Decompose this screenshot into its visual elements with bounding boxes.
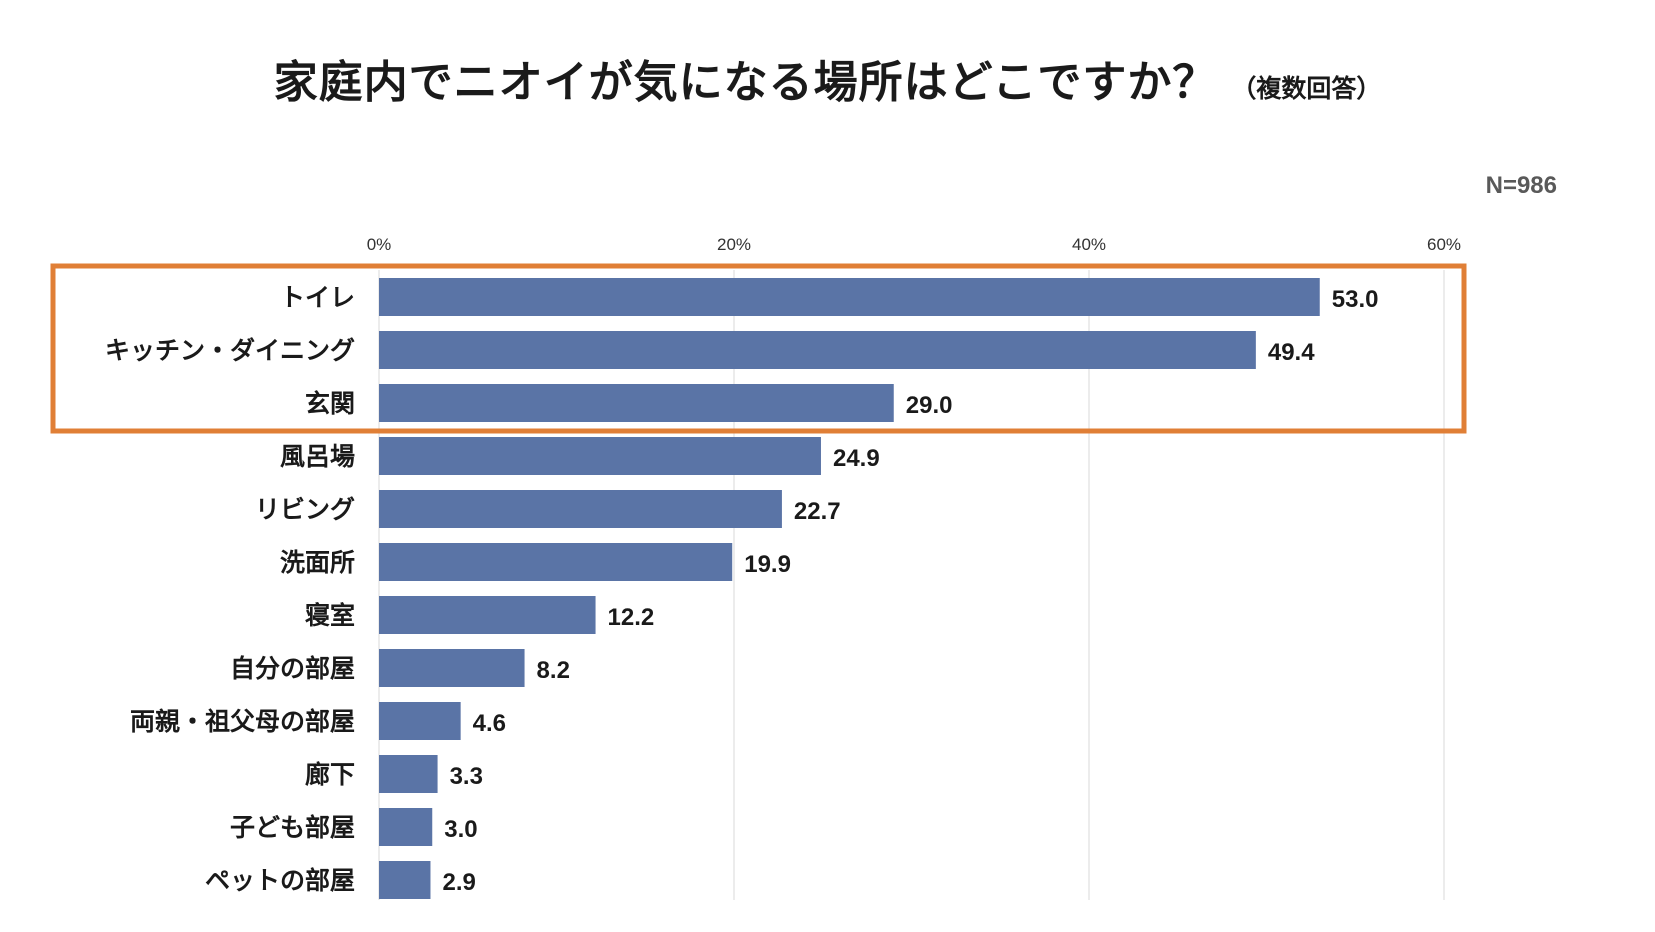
category-label: リビング <box>255 495 355 524</box>
category-label: 廊下 <box>305 760 355 789</box>
chart-title: 家庭内でニオイが気になる場所はどこですか？ <box>273 57 1218 108</box>
value-label: 19.9 <box>744 551 791 578</box>
value-label: 3.0 <box>444 816 477 843</box>
bar <box>379 649 525 687</box>
category-label: 両親・祖父母の部屋 <box>130 707 355 736</box>
value-label: 53.0 <box>1332 286 1379 313</box>
bar <box>379 437 821 475</box>
chart-subtitle: （複数回答） <box>1231 74 1382 103</box>
x-tick-label: 0% <box>367 235 392 254</box>
x-axis-ticks: 0% 20% 40% 60% <box>367 235 1461 254</box>
value-labels: 53.0 49.4 29.0 24.9 22.719.9 12.2 8.2 4.6 3.3 3.0… <box>442 286 1378 896</box>
bar <box>379 755 438 793</box>
value-label: 29.0 <box>906 392 953 419</box>
category-label: 子ども部屋 <box>230 813 355 842</box>
category-label: 洗面所 <box>280 548 355 577</box>
category-label: キッチン・ダイニング <box>105 336 355 365</box>
value-label: 12.2 <box>608 604 655 631</box>
sample-size-label: N=986 <box>1485 172 1557 199</box>
bar <box>379 861 431 899</box>
bar <box>379 278 1320 316</box>
value-label: 24.9 <box>833 445 880 472</box>
bar <box>379 702 461 740</box>
bar <box>379 331 1256 369</box>
bar <box>379 384 894 422</box>
category-label: 自分の部屋 <box>230 654 355 683</box>
x-tick-label: 60% <box>1427 235 1461 254</box>
x-tick-label: 40% <box>1072 235 1106 254</box>
value-label: 3.3 <box>450 763 483 790</box>
value-label: 8.2 <box>537 657 570 684</box>
bar <box>379 596 596 634</box>
highlight-box <box>50 263 1467 434</box>
value-label: 2.9 <box>442 869 475 896</box>
value-label: 22.7 <box>794 498 841 525</box>
gridlines <box>378 270 1445 900</box>
value-label: 4.6 <box>473 710 506 737</box>
category-label: ペットの部屋 <box>205 866 355 895</box>
value-label: 49.4 <box>1268 339 1315 366</box>
bars <box>379 278 1320 899</box>
bar <box>379 543 733 581</box>
category-label: 風呂場 <box>280 442 355 471</box>
category-label: 玄関 <box>305 389 355 418</box>
bar <box>379 808 433 846</box>
bar <box>379 490 782 528</box>
highlight-box-layer <box>50 263 1467 434</box>
chart-title-row: 家庭内でニオイが気になる場所はどこですか？ （複数回答） <box>0 46 1655 110</box>
category-label: トイレ <box>280 283 355 312</box>
category-label: 寝室 <box>305 601 355 630</box>
category-labels: トイレキッチン・ダイニング玄関風呂場リビング洗面所寝室自分の部屋両親・祖父母の部… <box>105 283 355 895</box>
x-tick-label: 20% <box>717 235 751 254</box>
